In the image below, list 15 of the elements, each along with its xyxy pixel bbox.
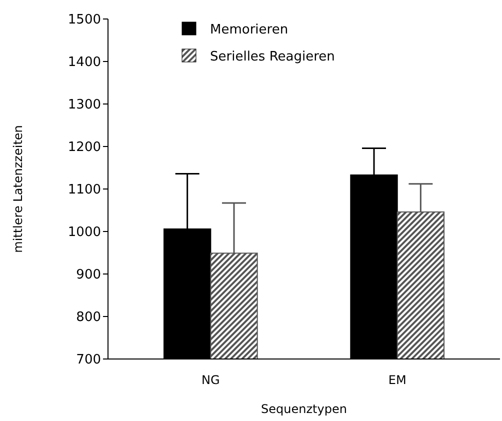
x-tick-label: EM [388, 373, 406, 387]
y-axis-title: mittlere Latenzzeiten [11, 125, 25, 253]
y-tick-label: 800 [76, 310, 101, 326]
legend-label: Serielles Reagieren [210, 50, 335, 65]
legend-label: Memorieren [210, 22, 288, 38]
y-tick-label: 1300 [68, 98, 101, 113]
y-tick-label: 900 [76, 268, 101, 283]
y-tick-label: 1000 [68, 225, 101, 240]
y-tick-label: 1100 [68, 182, 101, 198]
y-tick-label: 1400 [68, 55, 101, 70]
x-tick-label: NG [202, 373, 220, 387]
y-tick-label: 700 [76, 352, 101, 368]
y-tick-label: 1200 [68, 140, 101, 156]
x-axis-title: Sequenztypen [261, 402, 347, 416]
y-tick-label: 1500 [68, 12, 101, 28]
